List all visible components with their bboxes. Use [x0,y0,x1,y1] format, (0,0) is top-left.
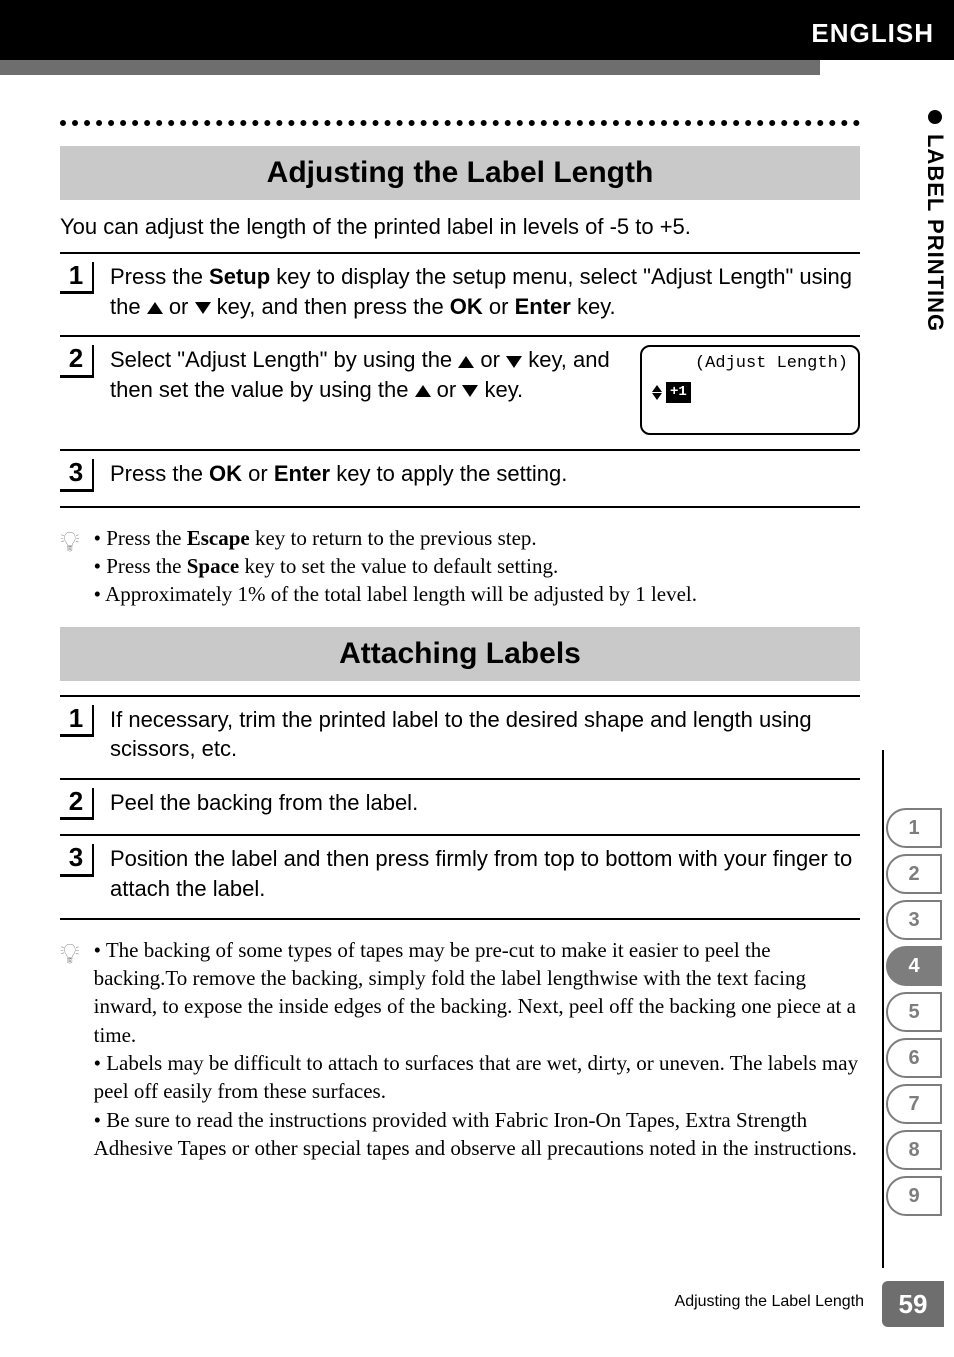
tip-item: The backing of some types of tapes may b… [94,936,860,1049]
footer-title: Adjusting the Label Length [675,1293,864,1311]
text: or [163,294,195,319]
text: key, and then press the [211,294,450,319]
bold-key: Enter [515,294,571,319]
chapter-tab-7[interactable]: 7 [886,1084,942,1124]
bold-key: OK [209,461,242,486]
step-number: 3 [60,844,94,876]
tips-list: Press the Escape key to return to the pr… [94,524,697,609]
text: key. [478,377,523,402]
tips-block: 💡︎ The backing of some types of tapes ma… [60,922,860,1181]
tip-item: Approximately 1% of the total label leng… [94,580,697,608]
lcd-line2: +1 [652,382,848,403]
step-number: 1 [60,705,94,737]
step-number: 2 [60,345,94,377]
tips-block: 💡︎ Press the Escape key to return to the… [60,510,860,627]
step-body: Press the Setup key to display the setup… [110,262,860,321]
section-title-attach: Attaching Labels [60,627,860,681]
bold-key: OK [450,294,483,319]
bold-key: Enter [274,461,330,486]
lcd-display: (Adjust Length) +1 [640,345,860,435]
step-number: 2 [60,788,94,820]
dotted-rule [60,120,860,126]
updown-icon [652,385,662,400]
up-arrow-icon [415,385,431,397]
step-body: Position the label and then press firmly… [110,844,860,903]
section1-intro: You can adjust the length of the printed… [60,214,860,240]
step-body: If necessary, trim the printed label to … [110,705,860,764]
up-arrow-icon [147,302,163,314]
lcd-title: (Adjust Length) [652,353,848,376]
chapter-tab-1[interactable]: 1 [886,808,942,848]
step-number: 1 [60,262,94,294]
step: 3 Position the label and then press firm… [60,834,860,919]
text: key. [571,294,616,319]
tip-item: Labels may be difficult to attach to sur… [94,1049,860,1106]
tips-list: The backing of some types of tapes may b… [94,936,860,1163]
page: ENGLISH LABEL PRINTING Adjusting the Lab… [0,0,954,1357]
lightbulb-icon: 💡︎ [60,938,80,1163]
side-section-label: LABEL PRINTING [922,134,948,332]
chapter-tab-3[interactable]: 3 [886,900,942,940]
step: 2 Select "Adjust Length" by using the or… [60,335,860,451]
side-rule [882,750,884,1268]
header-black-band: ENGLISH [0,0,954,60]
up-arrow-icon [458,356,474,368]
text: Press the [110,461,209,486]
step-body: Select "Adjust Length" by using the or k… [110,345,860,435]
down-arrow-icon [506,356,522,368]
step-body: Peel the backing from the label. [110,788,860,818]
step: 2 Peel the backing from the label. [60,778,860,836]
step: 1 Press the Setup key to display the set… [60,252,860,337]
text: Select "Adjust Length" by using the [110,347,458,372]
step: 1 If necessary, trim the printed label t… [60,695,860,780]
chapter-tab-9[interactable]: 9 [886,1176,942,1216]
tip-item: Be sure to read the instructions provide… [94,1106,860,1163]
bullet-icon [928,110,942,124]
lcd-value-badge: +1 [666,382,691,403]
chapter-tab-5[interactable]: 5 [886,992,942,1032]
text: key to apply the setting. [330,461,567,486]
chapter-tab-4[interactable]: 4 [886,946,942,986]
side-section-tab: LABEL PRINTING [922,110,948,332]
text: or [431,377,463,402]
chapter-tab-8[interactable]: 8 [886,1130,942,1170]
text: or [474,347,506,372]
step-body: Press the OK or Enter key to apply the s… [110,459,860,489]
down-arrow-icon [195,302,211,314]
down-arrow-icon [462,385,478,397]
text: or [242,461,274,486]
tip-item: Press the Escape key to return to the pr… [94,524,697,552]
bold-key: Setup [209,264,270,289]
chapter-tab-2[interactable]: 2 [886,854,942,894]
language-label: ENGLISH [811,18,934,49]
step: 3 Press the OK or Enter key to apply the… [60,449,860,507]
step-text: Select "Adjust Length" by using the or k… [110,345,628,404]
lightbulb-icon: 💡︎ [60,526,80,609]
text: Press the [110,264,209,289]
section-title-adjust: Adjusting the Label Length [60,146,860,200]
page-number: 59 [882,1281,944,1327]
content-area: Adjusting the Label Length You can adjus… [60,120,860,1181]
tip-item: Press the Space key to set the value to … [94,552,697,580]
text: or [483,294,515,319]
chapter-tab-6[interactable]: 6 [886,1038,942,1078]
chapter-tabs: 1 2 3 4 5 6 7 8 9 [886,808,948,1222]
step-number: 3 [60,459,94,491]
